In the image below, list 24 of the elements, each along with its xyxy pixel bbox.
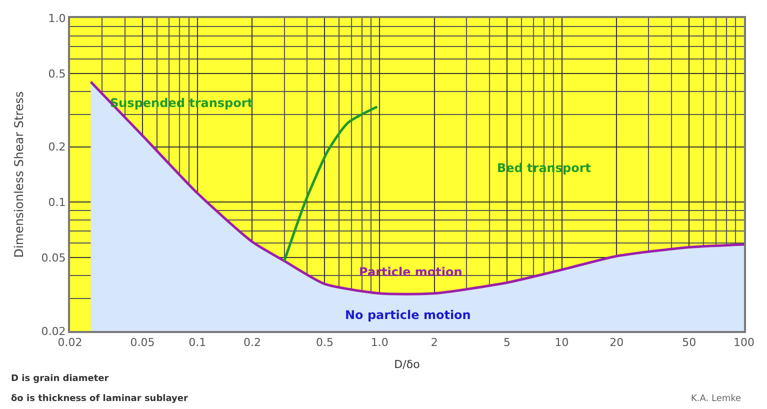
x-axis-title: D/δo: [394, 358, 420, 371]
x-tick-label: 5: [503, 336, 510, 350]
x-tick-label: 0.05: [130, 336, 155, 350]
x-tick-label: 20: [610, 336, 624, 350]
x-tick-label: 0.02: [58, 336, 82, 350]
y-tick-label: 1.0: [48, 12, 66, 25]
y-tick-label: 0.02: [41, 324, 66, 338]
y-axis-title: Dimensionless Shear Stress: [12, 91, 26, 258]
x-tick-label: 1.0: [370, 336, 388, 350]
y-tick-label: 0.2: [48, 140, 66, 154]
text: δo is thickness of laminar sublayer: [11, 394, 189, 404]
text: D is grain diameter: [11, 374, 110, 384]
x-tick-label: 10: [554, 336, 569, 350]
x-tick-label: 50: [682, 336, 696, 350]
y-tick-label: 0.1: [48, 196, 66, 210]
x-tick-label: 0.5: [316, 336, 334, 350]
y-tick-label: 0.05: [41, 252, 66, 265]
x-tick-label: 100: [734, 336, 754, 350]
x-tick-label: 0.1: [188, 336, 206, 350]
text: K.A. Lemke: [691, 394, 742, 404]
x-tick-label: 0.2: [243, 336, 261, 350]
y-tick-label: 0.5: [48, 67, 66, 80]
annotation: No particle motion: [345, 308, 471, 322]
x-tick-label: 2: [430, 336, 438, 350]
